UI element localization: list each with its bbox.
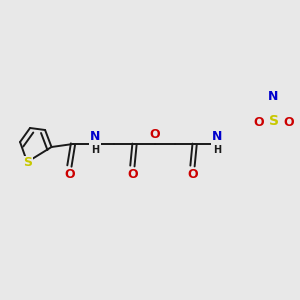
Text: N: N xyxy=(90,130,101,143)
Text: O: O xyxy=(253,116,264,128)
Text: H: H xyxy=(91,145,99,155)
Text: H: H xyxy=(213,145,221,155)
Text: N: N xyxy=(268,89,279,103)
Text: O: O xyxy=(149,128,160,142)
Text: O: O xyxy=(283,116,294,128)
Text: O: O xyxy=(187,169,198,182)
Text: O: O xyxy=(127,169,138,182)
Text: O: O xyxy=(64,169,75,182)
Text: S: S xyxy=(269,114,279,128)
Text: N: N xyxy=(212,130,222,143)
Text: S: S xyxy=(23,157,32,169)
